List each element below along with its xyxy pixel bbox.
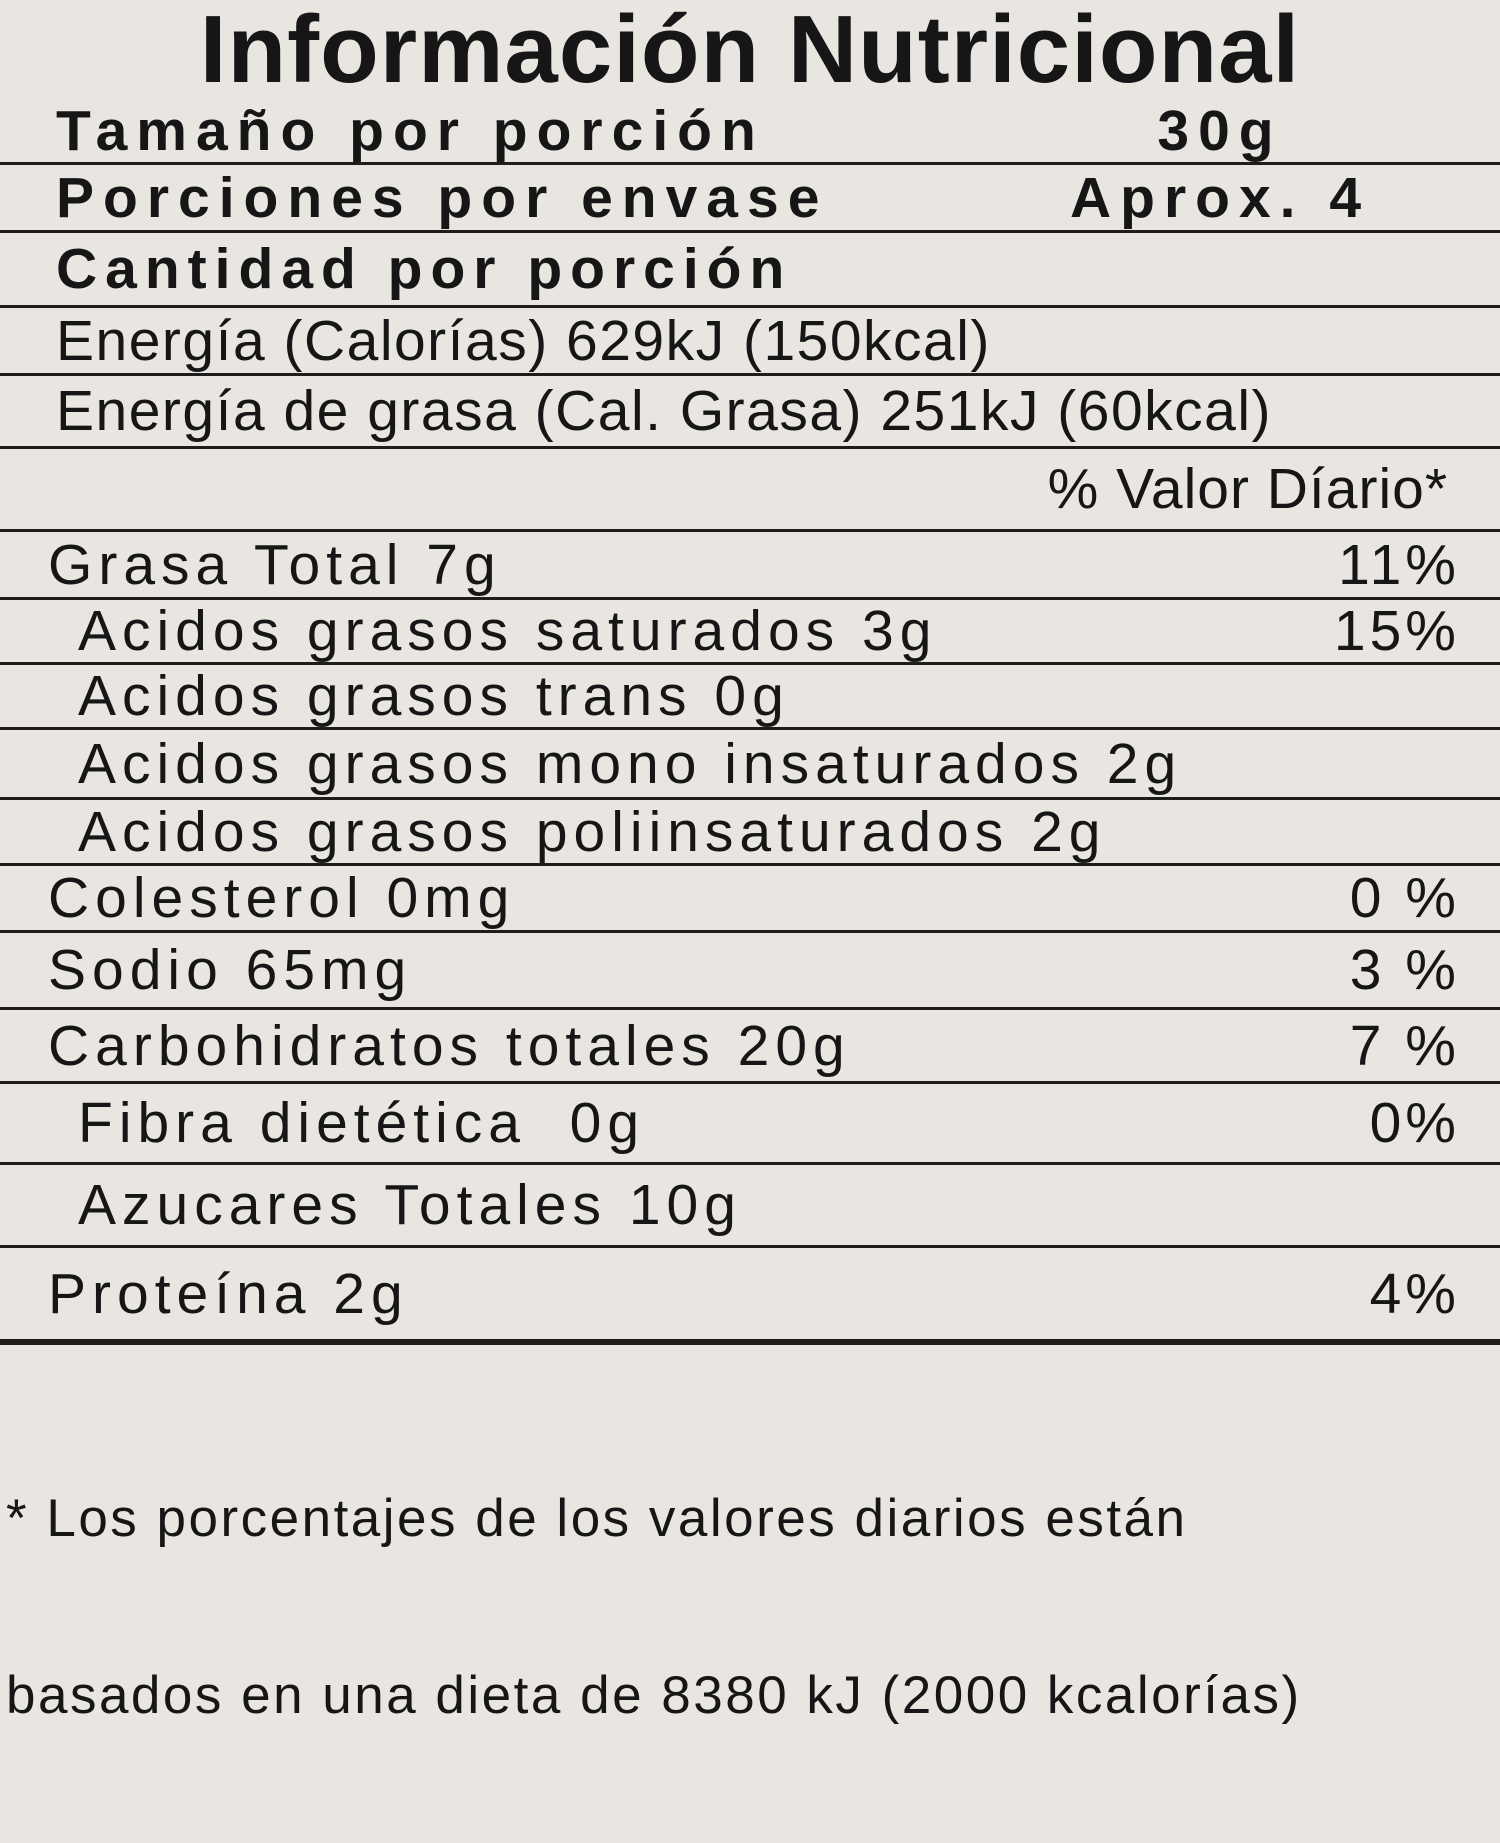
- nutrient-daily-value: 15%: [1333, 599, 1460, 663]
- nutrient-name: Azucares Totales 10g: [78, 1173, 742, 1237]
- nutrient-row-polyunsaturated-fat: Acidos grasos poliinsaturados 2g: [0, 800, 1500, 866]
- nutrient-row-protein: Proteína 2g 4%: [0, 1248, 1500, 1345]
- nutrient-daily-value: 11%: [1338, 532, 1460, 597]
- daily-value-footnote: * Los porcentajes de los valores diarios…: [0, 1345, 1500, 1843]
- nutrient-daily-value: 0%: [1369, 1091, 1460, 1155]
- nutrient-row-trans-fat: Acidos grasos trans 0g: [0, 664, 1500, 730]
- nutrient-name: Sodio 65mg: [48, 938, 413, 1002]
- serving-size-label: Tamaño por porción: [56, 99, 765, 163]
- nutrition-label: Información Nutricional Tamaño por porci…: [0, 0, 1500, 1725]
- label-title: Información Nutricional: [199, 0, 1301, 103]
- nutrient-row-dietary-fiber: Fibra dietética 0g 0%: [0, 1084, 1500, 1165]
- nutrient-name: Grasa Total 7g: [48, 532, 502, 597]
- energy-row: Energía (Calorías) 629kJ (150kcal): [0, 308, 1500, 376]
- daily-value-header: % Valor Díario*: [1047, 457, 1448, 521]
- footnote-line-2: basados en una dieta de 8380 kJ (2000 kc…: [6, 1666, 1302, 1725]
- servings-per-container-row: Porciones por envase Aprox. 4: [0, 165, 1500, 233]
- nutrient-row-total-sugars: Azucares Totales 10g: [0, 1165, 1500, 1248]
- daily-value-header-row: % Valor Díario*: [0, 449, 1500, 532]
- nutrient-row-cholesterol: Colesterol 0mg 0 %: [0, 866, 1500, 933]
- nutrient-daily-value: 3 %: [1349, 938, 1460, 1002]
- nutrient-row-total-fat: Grasa Total 7g 11%: [0, 532, 1500, 600]
- nutrient-name: Acidos grasos saturados 3g: [78, 599, 938, 663]
- nutrient-name: Acidos grasos poliinsaturados 2g: [78, 799, 1107, 864]
- nutrient-name: Acidos grasos trans 0g: [78, 664, 790, 728]
- nutrient-name: Colesterol 0mg: [48, 866, 516, 930]
- servings-per-container-label: Porciones por envase: [56, 165, 829, 230]
- serving-size-value: 30g: [1157, 99, 1283, 163]
- nutrient-daily-value: 7 %: [1349, 1013, 1460, 1078]
- energy-label: Energía (Calorías) 629kJ (150kcal): [56, 308, 991, 373]
- energy-from-fat-row: Energía de grasa (Cal. Grasa) 251kJ (60k…: [0, 376, 1500, 449]
- nutrient-daily-value: 0 %: [1349, 866, 1460, 930]
- nutrient-name: Carbohidratos totales 20g: [48, 1013, 851, 1078]
- servings-per-container-value: Aprox. 4: [1069, 165, 1371, 230]
- nutrient-row-monounsaturated-fat: Acidos grasos mono insaturados 2g: [0, 730, 1500, 800]
- footnote-line-1: * Los porcentajes de los valores diarios…: [6, 1489, 1188, 1548]
- nutrient-name: Acidos grasos mono insaturados 2g: [78, 731, 1183, 796]
- nutrient-row-saturated-fat: Acidos grasos saturados 3g 15%: [0, 599, 1500, 665]
- nutrient-row-sodium: Sodio 65mg 3 %: [0, 933, 1500, 1010]
- energy-from-fat-label: Energía de grasa (Cal. Grasa) 251kJ (60k…: [56, 379, 1273, 443]
- nutrient-name: Proteína 2g: [48, 1261, 409, 1326]
- nutrient-daily-value: 4%: [1369, 1261, 1460, 1326]
- nutrient-name: Fibra dietética 0g: [78, 1091, 646, 1155]
- amount-per-serving-label: Cantidad por porción: [56, 237, 793, 301]
- serving-size-row: Tamaño por porción 30g: [0, 99, 1500, 165]
- nutrient-row-total-carbohydrate: Carbohidratos totales 20g 7 %: [0, 1010, 1500, 1084]
- amount-per-serving-row: Cantidad por porción: [0, 233, 1500, 308]
